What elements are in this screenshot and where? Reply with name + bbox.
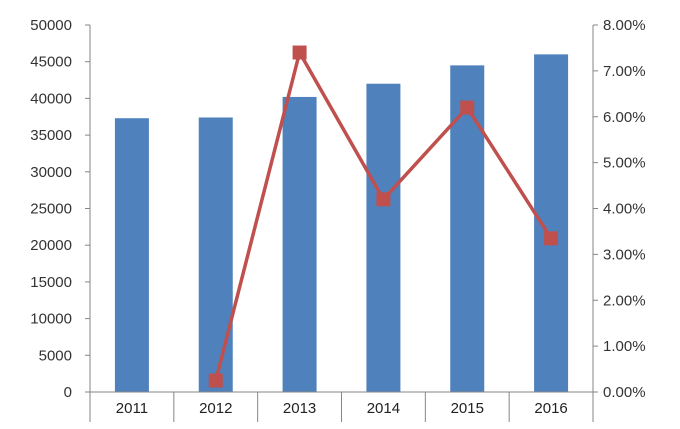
category-label: 2011 — [116, 400, 148, 417]
left-tick-label: 20000 — [30, 237, 72, 254]
right-tick-label: 3.00% — [603, 246, 646, 263]
line-marker — [376, 192, 391, 207]
bar — [366, 83, 401, 392]
left-tick-label: 15000 — [30, 274, 72, 291]
category-labels: 2011 2012 2013 2014 2015 2016 — [116, 400, 568, 417]
bar-series — [114, 54, 569, 393]
line-marker — [544, 231, 559, 246]
right-tick-label: 7.00% — [603, 63, 646, 80]
category-label: 2016 — [534, 400, 567, 417]
left-tick-label: 30000 — [30, 164, 72, 181]
left-tick-label: 40000 — [30, 90, 72, 107]
line-marker — [292, 45, 307, 60]
left-tick-label: 45000 — [30, 54, 72, 71]
bar — [534, 54, 569, 393]
left-tick-label: 35000 — [30, 127, 72, 144]
right-tick-label: 6.00% — [603, 109, 646, 126]
line-marker — [460, 100, 475, 115]
bar — [114, 118, 149, 392]
left-tick-label: 10000 — [30, 311, 72, 328]
right-tick-label: 0.00% — [603, 384, 646, 401]
right-tick-label: 1.00% — [603, 338, 646, 355]
axes — [85, 24, 598, 422]
line-marker — [208, 373, 223, 388]
bar — [198, 117, 233, 392]
line-series — [208, 45, 559, 388]
right-tick-label: 4.00% — [603, 201, 646, 218]
category-label: 2015 — [451, 400, 484, 417]
right-tick-label: 8.00% — [603, 17, 646, 34]
left-tick-label: 25000 — [30, 201, 72, 218]
category-label: 2012 — [199, 400, 232, 417]
left-tick-label: 50000 — [30, 17, 72, 34]
right-tick-label: 5.00% — [603, 155, 646, 172]
left-tick-label: 0 — [64, 384, 72, 401]
right-tick-label: 2.00% — [603, 292, 646, 309]
left-tick-label: 5000 — [39, 347, 72, 364]
left-axis-ticks: 0 5000 10000 15000 20000 25000 30000 35000 40000… — [30, 17, 72, 401]
right-axis-ticks: 0.00% 1.00% 2.00% 3.00% 4.00% 5.00% 6.00% 7.00%… — [603, 17, 646, 401]
category-label: 2014 — [367, 400, 400, 417]
category-label: 2013 — [283, 400, 316, 417]
bar — [282, 96, 317, 392]
